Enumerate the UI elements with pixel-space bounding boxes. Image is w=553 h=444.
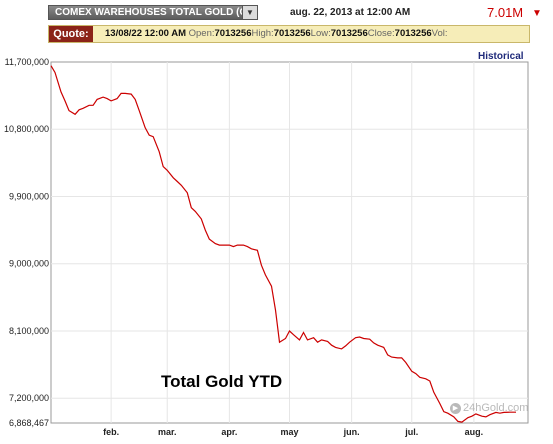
y-tick-label: 6,868,467	[9, 418, 49, 428]
y-tick-label: 8,100,000	[9, 326, 49, 336]
quote-fields: 13/08/22 12:00 AM Open:7013256High:70132…	[105, 28, 448, 39]
y-tick-label: 7,200,000	[9, 393, 49, 403]
x-tick-label: aug.	[465, 427, 484, 437]
watermark: ▶ 24hGold.com	[450, 402, 528, 414]
x-tick-label: mar.	[158, 427, 177, 437]
x-tick-label: feb.	[103, 427, 119, 437]
quote-low: 7013256	[330, 28, 368, 39]
x-tick-label: jul.	[404, 427, 418, 437]
x-tick-label: may	[280, 427, 298, 437]
quote-close: 7013256	[394, 28, 432, 39]
quote-open: 7013256	[214, 28, 252, 39]
quote-close-label: Close:	[367, 28, 395, 39]
watermark-text: 24hGold.com	[463, 402, 529, 414]
current-datetime: aug. 22, 2013 at 12:00 AM	[290, 7, 411, 18]
chevron-down-icon[interactable]: ▼	[242, 6, 257, 19]
quote-vol-label: Vol:	[431, 28, 448, 39]
quote-high-label: High:	[251, 28, 274, 39]
y-tick-label: 11,700,000	[5, 57, 49, 67]
historical-link[interactable]: Historical	[478, 51, 524, 62]
x-tick-label: jun.	[343, 427, 360, 437]
x-tick-label: apr.	[221, 427, 237, 437]
series-line	[50, 65, 516, 423]
y-tick-label: 9,000,000	[9, 259, 49, 269]
chart-toolbar: COMEX WAREHOUSES TOTAL GOLD (C ▼ aug. 22…	[0, 0, 553, 24]
y-tick-label: 9,900,000	[9, 191, 49, 201]
chart-annotation: Total Gold YTD	[161, 372, 283, 391]
down-arrow-icon: ▼	[532, 8, 542, 19]
symbol-selector[interactable]: COMEX WAREHOUSES TOTAL GOLD (C ▼	[48, 5, 258, 20]
quote-date: 13/08/22 12:00 AM	[105, 28, 186, 39]
quote-high: 7013256	[273, 28, 311, 39]
quote-bar: Quote: 13/08/22 12:00 AM Open:7013256Hig…	[48, 25, 530, 43]
play-icon: ▶	[450, 402, 461, 414]
y-tick-label: 10,800,000	[4, 124, 49, 134]
last-value: 7.01M	[487, 5, 524, 20]
symbol-title: COMEX WAREHOUSES TOTAL GOLD (C	[55, 7, 247, 18]
quote-label: Quote:	[49, 26, 93, 42]
quote-low-label: Low:	[310, 28, 331, 39]
quote-open-label: Open:	[188, 28, 215, 39]
